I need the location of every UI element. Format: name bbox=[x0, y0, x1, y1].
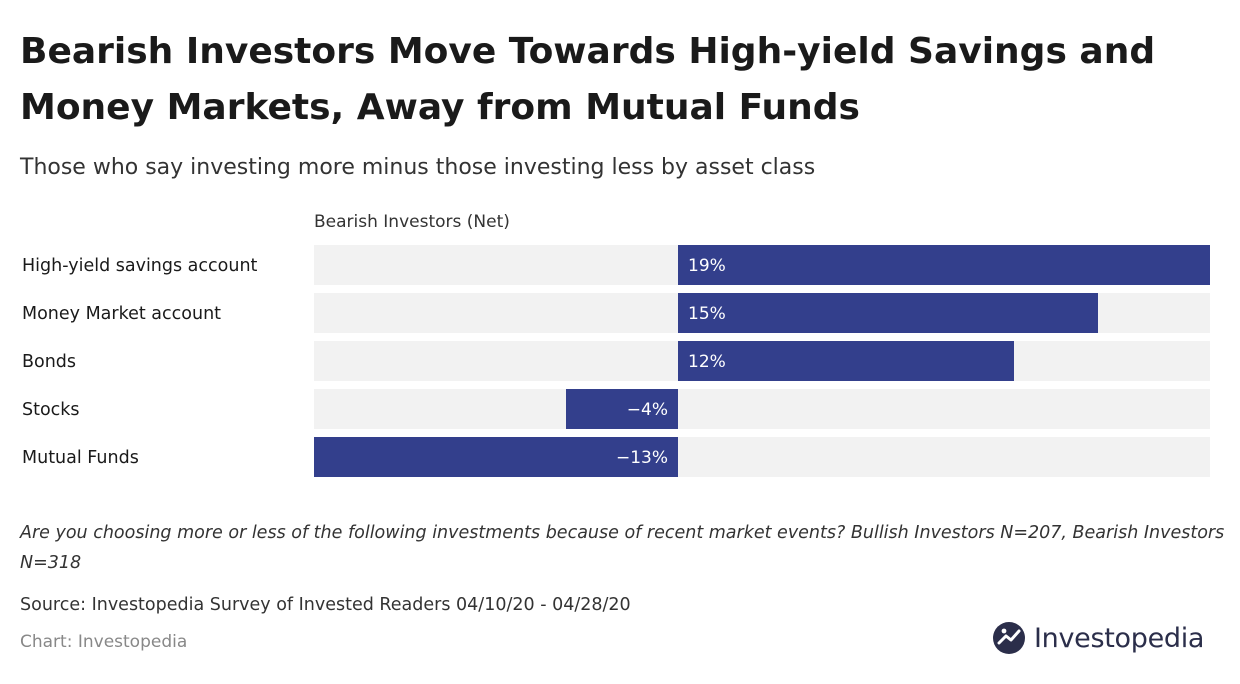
bar-high-yield-savings-account bbox=[678, 245, 1210, 285]
category-label-high-yield-savings-account: High-yield savings account bbox=[22, 256, 258, 276]
value-label-stocks: −4% bbox=[627, 400, 668, 420]
bar-stocks bbox=[566, 389, 678, 429]
value-label-money-market-account: 15% bbox=[688, 304, 726, 324]
category-label-stocks: Stocks bbox=[22, 400, 80, 420]
investopedia-logo[interactable]: Investopedia bbox=[992, 616, 1204, 660]
bar-chart: High-yield savings account 19% Money Marke… bbox=[22, 245, 1210, 477]
series-label: Bearish Investors (Net) bbox=[314, 212, 510, 232]
chart-subtitle: Those who say investing more minus those… bbox=[20, 155, 816, 180]
category-label-mutual-funds: Mutual Funds bbox=[22, 448, 139, 468]
category-label-bonds: Bonds bbox=[22, 352, 76, 372]
value-label-high-yield-savings-account: 19% bbox=[688, 256, 726, 276]
chart-credit: Chart: Investopedia bbox=[20, 632, 188, 652]
bar-bonds bbox=[678, 341, 1014, 381]
bar-mutual-funds bbox=[314, 437, 678, 477]
source-note: Source: Investopedia Survey of Invested … bbox=[20, 595, 631, 615]
bar-money-market-account bbox=[678, 293, 1098, 333]
investopedia-wordmark: Investopedia bbox=[1034, 622, 1205, 654]
bar-track-stocks bbox=[314, 389, 1210, 429]
category-label-money-market-account: Money Market account bbox=[22, 304, 221, 324]
investopedia-logo-icon bbox=[993, 622, 1025, 654]
value-label-mutual-funds: −13% bbox=[616, 448, 668, 468]
survey-question-note: Are you choosing more or less of the fol… bbox=[20, 523, 1225, 573]
chart-title: Bearish Investors Move Towards High-yiel… bbox=[20, 31, 1156, 128]
value-label-bonds: 12% bbox=[688, 352, 726, 372]
